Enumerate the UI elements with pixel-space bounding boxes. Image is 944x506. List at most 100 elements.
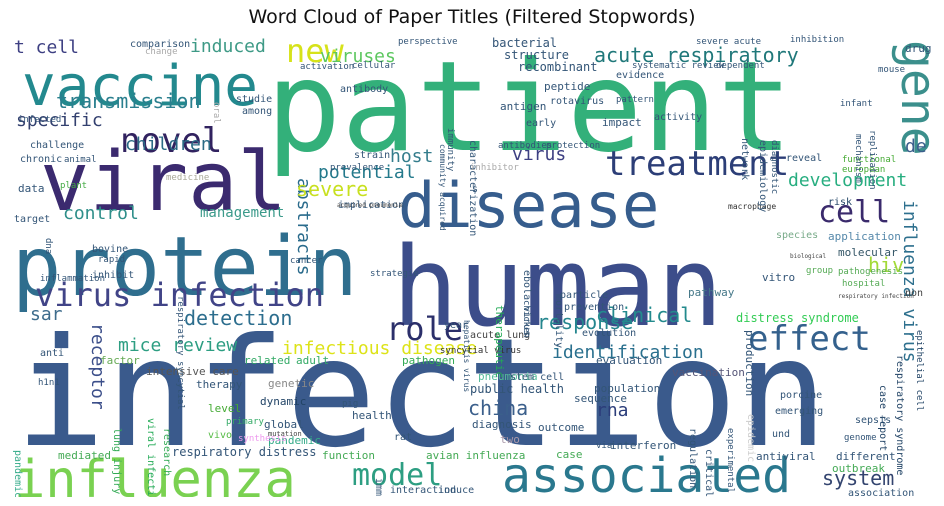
- word-chronic: chronic: [20, 154, 62, 165]
- word-rotavirus: rotavirus: [550, 96, 604, 107]
- word-protein: protein: [12, 220, 358, 315]
- word-immune-response: immune response: [373, 478, 384, 497]
- word-prevention: prevention: [564, 302, 624, 313]
- word-cellular: cellular: [352, 61, 396, 71]
- word-transmission: transmission: [56, 89, 201, 113]
- word-model: model: [352, 458, 442, 493]
- word-sequence: sequence: [574, 392, 627, 405]
- word-diagnostic: diagnostic: [769, 140, 779, 194]
- word-research: research: [161, 428, 172, 476]
- word-interferon: interferon: [610, 439, 676, 452]
- word-community-acquired: community acquired: [438, 144, 447, 231]
- word-virus: virus: [512, 144, 566, 165]
- word-sepsis: sepsis: [855, 415, 891, 426]
- word-antiviral: antiviral: [756, 450, 816, 463]
- word-dynamic: dynamic: [260, 395, 306, 408]
- word-interaction: interaction: [390, 485, 456, 496]
- word-children: children: [125, 134, 212, 155]
- word-vaccination: vaccination: [672, 366, 745, 379]
- word-health: health: [352, 409, 392, 422]
- word-structure: structure: [504, 48, 569, 62]
- word-respiratory-syncytial: respiratory syncytial: [175, 296, 185, 410]
- word-case-report: case report: [877, 385, 888, 451]
- word-function: function: [322, 449, 375, 462]
- word-strain: strain: [354, 150, 390, 161]
- word-emerging: emerging: [775, 406, 823, 417]
- word-bovine: bovine: [92, 244, 128, 255]
- word-pandemic-influenza: pandemic influenza: [12, 450, 23, 497]
- word-cancer: cancer: [290, 256, 323, 266]
- word-intensive-care: intensive care: [146, 365, 239, 378]
- word-acquired-pneumonia: acquired pneumonia: [337, 202, 402, 209]
- word-development: development: [788, 170, 907, 191]
- word-associated: associated: [502, 448, 791, 497]
- word-pandemic: pandemic: [268, 434, 321, 447]
- word-systematic-review: systematic review: [632, 61, 725, 71]
- word-porcine: porcine: [780, 390, 822, 401]
- word-vivo: vivo: [208, 430, 232, 441]
- word-reveal: reveal: [786, 153, 822, 164]
- word-comparison: comparison: [130, 39, 190, 50]
- word-response: response: [537, 310, 633, 334]
- word-antibodies: antibodies: [498, 141, 552, 151]
- word-recombinant: recombinant: [518, 60, 597, 74]
- word-respiratory-distress: respiratory distress: [172, 445, 317, 459]
- word-target: target: [14, 214, 50, 225]
- word-peptide: peptide: [544, 80, 590, 93]
- word-inhibition: inhibition: [790, 35, 844, 45]
- word-experimental: experimental: [725, 428, 735, 493]
- word-human: human: [392, 223, 723, 351]
- word-viruses: viruses: [320, 46, 396, 67]
- word-pathogen: pathogen: [402, 354, 455, 367]
- word-primary: primary: [226, 417, 265, 427]
- word-gene: gene: [890, 40, 936, 156]
- word-hiv: hiv: [868, 253, 904, 277]
- word-mediated: mediated: [58, 449, 111, 462]
- word-genome: genome: [844, 433, 877, 443]
- word-non: non: [905, 288, 923, 299]
- word-host: host: [390, 146, 433, 167]
- word-diagnosis: diagnosis: [472, 418, 532, 431]
- word-molecular: molecular: [838, 246, 898, 259]
- word-data: data: [18, 182, 45, 195]
- chart-title: Word Cloud of Paper Titles (Filtered Sto…: [248, 6, 696, 28]
- word-receptor: receptor: [87, 323, 108, 410]
- word-replication: replication: [867, 130, 877, 190]
- word-challenge: challenge: [30, 140, 84, 151]
- word-macrophage: macrophage: [728, 202, 776, 211]
- word-pathogenesis: pathogenesis: [838, 267, 903, 277]
- word-level: level: [208, 402, 241, 415]
- word-viral-infection: viral infection: [145, 418, 156, 497]
- word-group: group: [806, 266, 833, 276]
- word-biological: biological: [790, 253, 827, 260]
- word-avian-influenza: avian influenza: [426, 449, 525, 462]
- word-detection: detection: [184, 306, 292, 330]
- word-mortality: mortality: [553, 294, 564, 348]
- word-synthesis: synthesis: [238, 434, 287, 444]
- word-sar: sar: [30, 304, 63, 325]
- word-dependent: dependent: [716, 61, 765, 71]
- word-production: production: [743, 330, 756, 396]
- word-plant: plant: [60, 181, 87, 191]
- word-patient: patient: [266, 35, 793, 180]
- word-characterization: characterization: [467, 140, 478, 236]
- word-mechanism: mechanism: [853, 134, 863, 183]
- word-specific: specific: [16, 110, 103, 131]
- word-anti: anti: [40, 348, 64, 359]
- word-system: system: [822, 466, 894, 490]
- word-inflammation: inflammation: [40, 274, 105, 284]
- word-vaccine: vaccine: [22, 54, 258, 119]
- word-epidemic: epidemic: [745, 414, 756, 462]
- word-epithelial-cell: epithelial cell: [914, 330, 924, 411]
- word-de: de: [905, 136, 927, 157]
- word-h1n1: h1n1: [38, 378, 60, 388]
- word-regulation: regulation: [687, 428, 698, 488]
- word-functional: functional: [842, 155, 896, 165]
- word-implication: implication: [338, 200, 404, 211]
- word-pathway: pathway: [688, 286, 735, 299]
- word-evaluation: evaluation: [596, 354, 662, 367]
- word-oral: oral: [211, 102, 221, 124]
- word-induced: induced: [190, 36, 266, 57]
- word-dna: dna: [43, 238, 53, 254]
- word-viral: viral: [40, 135, 287, 230]
